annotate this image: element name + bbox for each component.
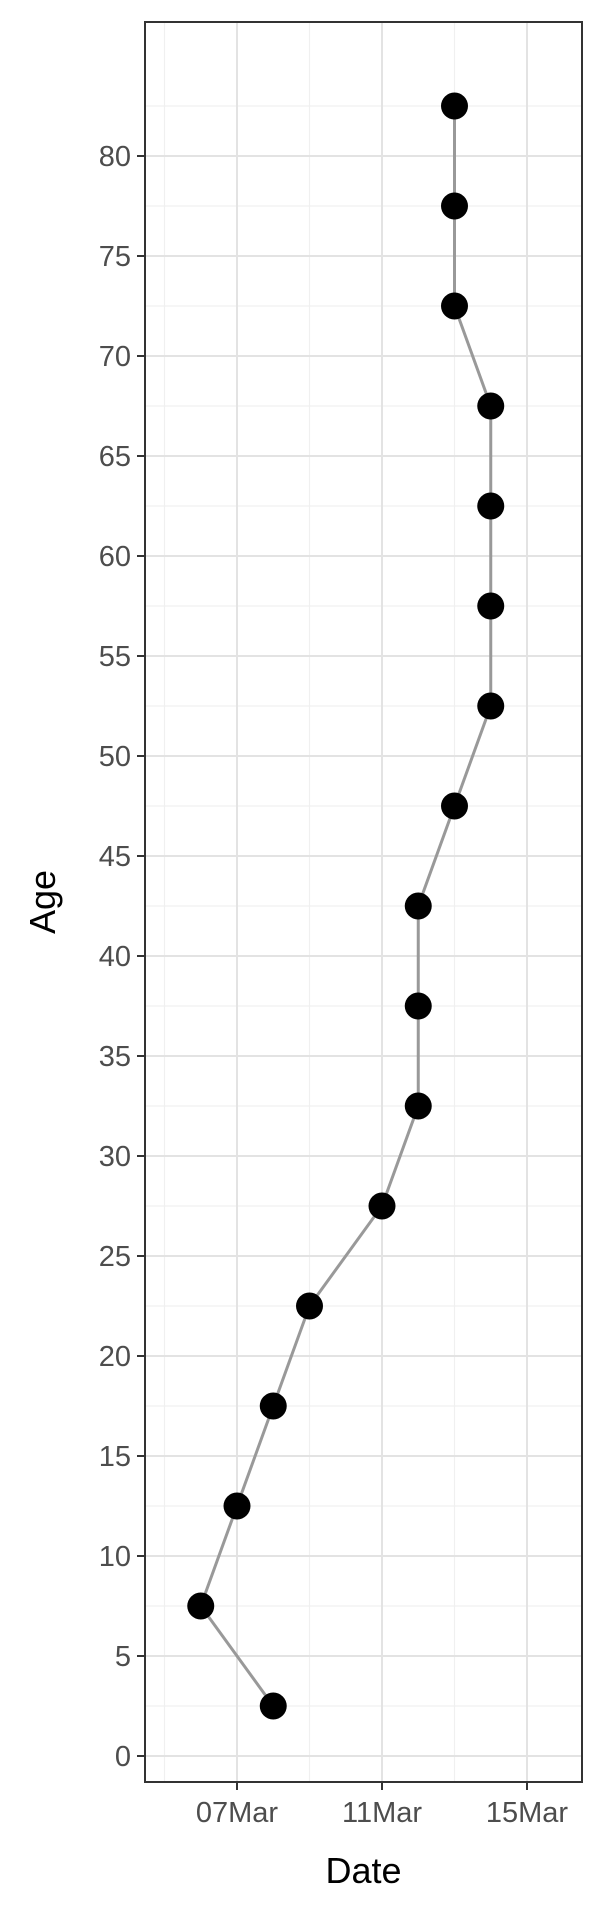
data-point	[368, 1192, 396, 1220]
series-line-segment	[453, 305, 493, 407]
y-tick-label: 40	[99, 941, 131, 973]
data-point	[404, 892, 432, 920]
major-gridlines	[145, 22, 582, 1782]
y-axis: 0 5 10 15 20 25 30 35 40 45 50 55 60 65 70 75 80	[99, 141, 145, 1773]
series-points	[187, 92, 505, 1720]
data-point	[259, 1692, 287, 1720]
series-line-segment	[380, 1105, 420, 1207]
data-point	[404, 1092, 432, 1120]
y-tick-label: 35	[99, 1041, 131, 1073]
y-tick-label: 15	[99, 1441, 131, 1473]
data-point	[477, 492, 505, 520]
data-point	[187, 1592, 215, 1620]
x-tick-label: 11Mar	[342, 1797, 422, 1829]
data-point	[223, 1492, 251, 1520]
plot-panel-border	[144, 21, 583, 1783]
y-tick-label: 70	[99, 341, 131, 373]
data-point	[441, 292, 468, 320]
y-tick-label: 50	[99, 741, 131, 773]
series-line-segment	[271, 1305, 311, 1407]
y-tick-label: 25	[99, 1241, 131, 1273]
x-axis: 07Mar 11Mar 15Mar	[196, 1782, 569, 1829]
y-axis-title: Age	[22, 870, 63, 934]
y-tick-label: 55	[99, 641, 131, 673]
series-line	[199, 106, 493, 1707]
y-tick-label: 30	[99, 1141, 131, 1173]
series-line-segment	[416, 805, 456, 907]
data-point	[441, 192, 468, 220]
y-tick-label: 65	[99, 441, 131, 473]
series-line-segment	[308, 1205, 384, 1307]
series-line-segment	[199, 1505, 239, 1607]
series-line-segment	[453, 705, 493, 807]
y-tick-label: 20	[99, 1341, 131, 1373]
y-tick-label: 10	[99, 1541, 131, 1573]
data-point	[477, 692, 505, 720]
data-point	[477, 592, 505, 620]
data-point	[441, 792, 468, 820]
data-point	[404, 992, 432, 1020]
y-tick-label: 0	[115, 1741, 131, 1773]
data-point	[477, 392, 505, 420]
y-tick-label: 75	[99, 241, 131, 273]
data-point	[259, 1392, 287, 1420]
x-tick-label: 15Mar	[486, 1797, 569, 1829]
minor-gridlines	[145, 22, 582, 1782]
y-tick-label: 80	[99, 141, 131, 173]
y-tick-label: 5	[115, 1641, 131, 1673]
data-point	[441, 92, 468, 120]
y-tick-label: 60	[99, 541, 131, 573]
y-tick-label: 45	[99, 841, 131, 873]
x-tick-label: 07Mar	[196, 1797, 279, 1829]
series-line-segment	[199, 1605, 275, 1707]
series-line-segment	[235, 1405, 275, 1507]
data-point	[296, 1292, 323, 1320]
x-axis-title: Date	[325, 1850, 401, 1891]
